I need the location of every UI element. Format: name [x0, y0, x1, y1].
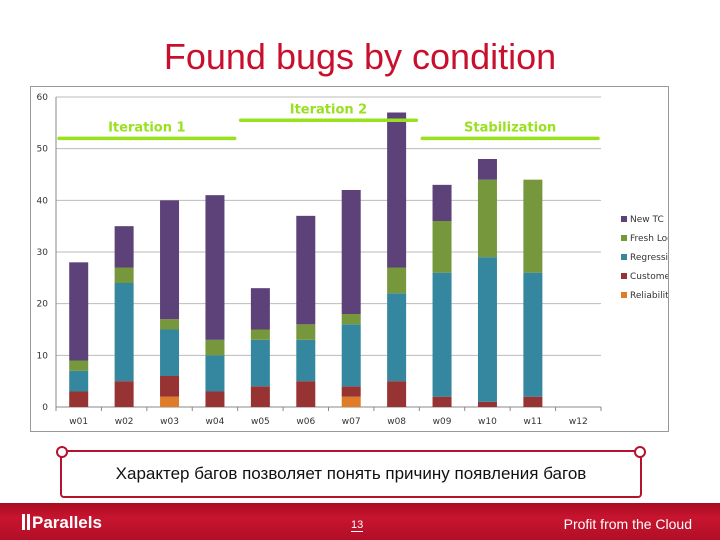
bar-segment-fresh-look: [341, 314, 361, 325]
x-tick-label: w11: [523, 417, 542, 427]
bar-segment-new-tc: [114, 226, 134, 268]
x-tick-label: w12: [569, 417, 588, 427]
bar-segment-new-tc: [387, 112, 407, 268]
phase-label: Iteration 1: [108, 120, 185, 135]
bar-segment-customer: [160, 376, 180, 397]
page-number: 13: [351, 519, 364, 532]
bar-segment-regression: [387, 293, 407, 382]
x-tick-label: w10: [478, 417, 497, 427]
y-tick-label: 20: [37, 300, 49, 310]
bar-segment-regression: [205, 355, 225, 392]
chart-frame: 0 10 20 30 40 50 60 w01 w02 w03 w04 w05 w06 w07 w08 w09…: [30, 86, 669, 432]
legend-swatch: [621, 235, 627, 241]
bar-segment-customer: [432, 396, 452, 407]
bar-segment-reliability: [160, 396, 180, 407]
bar-segment-new-tc: [432, 184, 452, 221]
bar-segment-regression: [296, 339, 316, 382]
bar-segment-regression: [477, 257, 497, 402]
bar-segment-regression: [160, 329, 180, 376]
bar-segment-customer: [296, 381, 316, 407]
y-tick-label: 0: [42, 403, 48, 413]
x-tick-label: w01: [69, 417, 88, 427]
x-tick-label: w04: [206, 417, 225, 427]
bar-segment-customer: [341, 386, 361, 397]
bar-segment-customer: [205, 391, 225, 407]
y-tick-label: 40: [37, 196, 49, 206]
legend-swatch: [621, 254, 627, 260]
parallels-logo: Parallels: [22, 513, 102, 533]
bar-segment-fresh-look: [523, 179, 543, 273]
bar-segment-regression: [432, 272, 452, 397]
bar-segment-regression: [114, 283, 134, 382]
slide-title: Found bugs by condition: [163, 36, 557, 77]
bar-segment-new-tc: [477, 159, 497, 180]
bar-segment-customer: [477, 401, 497, 407]
y-tick-label: 10: [37, 351, 49, 361]
bar-segment-customer: [387, 381, 407, 407]
bar-segment-new-tc: [250, 288, 270, 330]
y-tick-label: 50: [37, 145, 49, 155]
x-tick-label: w08: [387, 417, 406, 427]
stacked-bar-chart: 0 10 20 30 40 50 60 w01 w02 w03 w04 w05 w06 w07 w08 w09…: [37, 93, 668, 427]
bar-segment-fresh-look: [69, 360, 89, 371]
legend-label: Reliability: [630, 291, 668, 301]
legend-label: Regression: [630, 253, 668, 263]
x-tick-label: w02: [115, 417, 134, 427]
legend-label: Fresh Look: [630, 234, 668, 244]
bar-segment-fresh-look: [160, 319, 180, 330]
bar-segment-new-tc: [160, 200, 180, 320]
legend-label: Customer: [630, 272, 668, 282]
phase-label: Iteration 2: [290, 102, 367, 117]
legend-swatch: [621, 216, 627, 222]
legend-swatch: [621, 273, 627, 279]
x-tick-label: w03: [160, 417, 179, 427]
x-tick-label: w05: [251, 417, 270, 427]
bar-segment-regression: [250, 339, 270, 387]
bar-segment-fresh-look: [114, 267, 134, 283]
bar-segment-fresh-look: [296, 324, 316, 340]
bar-segment-regression: [523, 272, 543, 397]
bar-segment-fresh-look: [250, 329, 270, 340]
y-tick-label: 30: [37, 248, 49, 258]
bar-segment-new-tc: [296, 215, 316, 325]
bar-segment-fresh-look: [205, 339, 225, 356]
footer: Parallels 13 Profit from the Cloud: [0, 503, 720, 540]
x-tick-label: w07: [342, 417, 361, 427]
phase-label: Stabilization: [464, 120, 556, 135]
bar-segment-fresh-look: [432, 221, 452, 273]
bar-segment-customer: [250, 386, 270, 407]
bar-segment-reliability: [341, 396, 361, 407]
bar-segment-new-tc: [341, 190, 361, 314]
bar-segment-regression: [69, 370, 89, 392]
legend-label: New TC: [630, 215, 664, 225]
bar-segment-customer: [114, 381, 134, 407]
bar-segment-fresh-look: [477, 179, 497, 258]
bar-segment-customer: [69, 391, 89, 407]
y-tick-label: 60: [37, 93, 49, 103]
bar-segment-new-tc: [69, 262, 89, 361]
legend-swatch: [621, 292, 627, 298]
bar-segment-fresh-look: [387, 267, 407, 294]
slogan: Profit from the Cloud: [563, 516, 692, 532]
bar-segment-regression: [341, 324, 361, 387]
x-tick-label: w06: [296, 417, 315, 427]
bar-segment-customer: [523, 396, 543, 407]
bar-segment-new-tc: [205, 195, 225, 340]
caption-text: Характер багов позволяет понять причину …: [115, 464, 587, 483]
caption-banner: Характер багов позволяет понять причину …: [56, 446, 646, 498]
x-tick-label: w09: [433, 417, 452, 427]
